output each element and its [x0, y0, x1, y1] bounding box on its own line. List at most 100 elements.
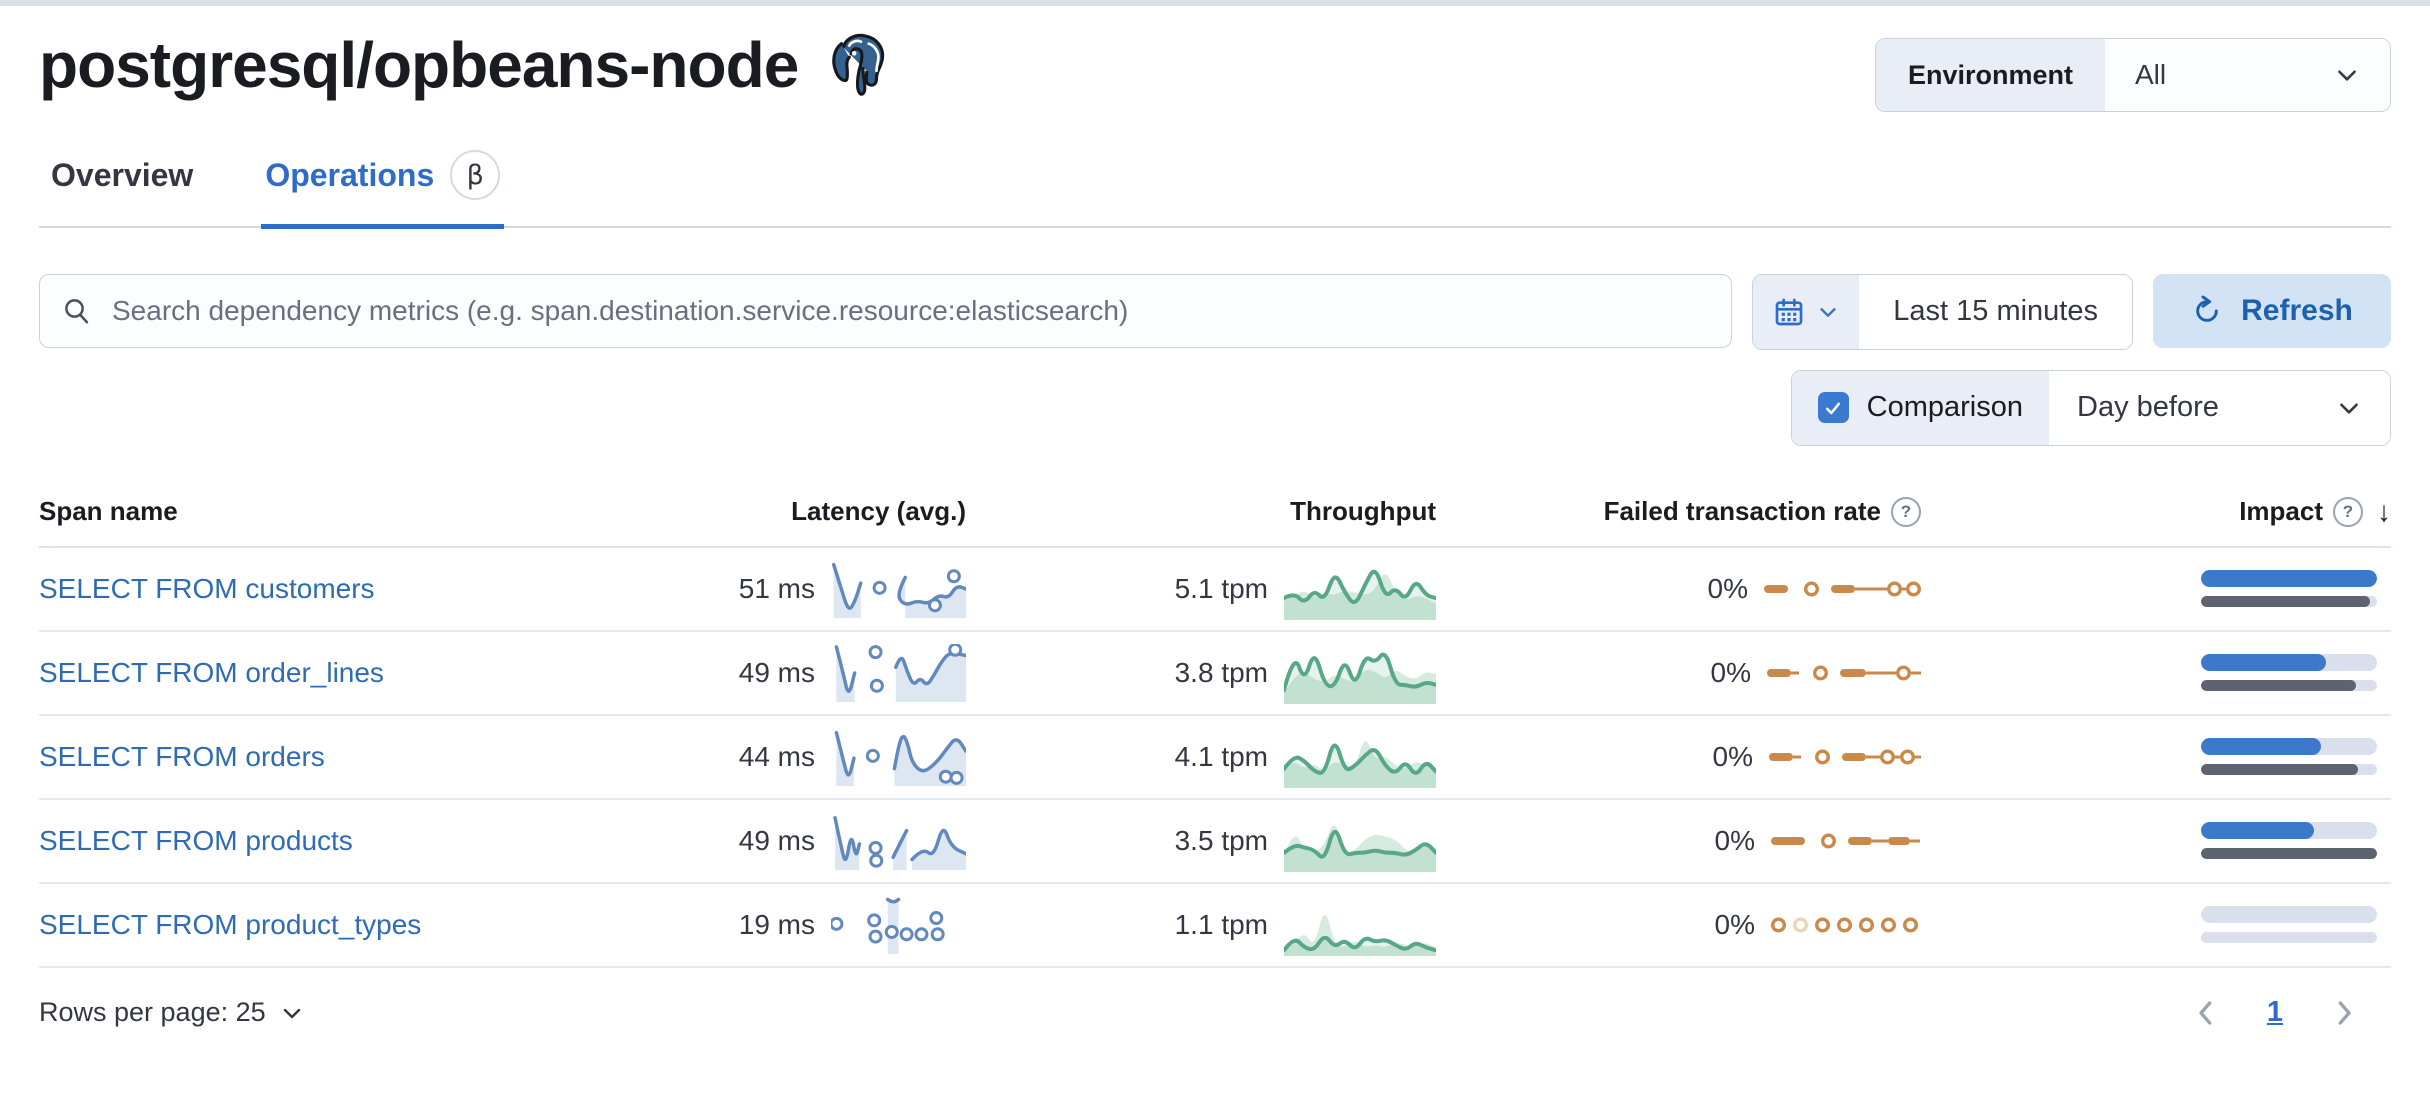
check-icon [1826, 402, 1841, 414]
environment-selected-value: All [2135, 59, 2167, 90]
tab-overview[interactable]: Overview [47, 138, 197, 229]
search-box [39, 273, 1733, 348]
previous-page-button[interactable] [2187, 994, 2225, 1032]
refresh-icon [2196, 295, 2218, 322]
failed-rate-sparkline [1771, 832, 1920, 849]
throughput-sparkline [1284, 740, 1436, 788]
sort-desc-icon: ↓ [2377, 495, 2391, 527]
impact-previous-bar [2201, 680, 2356, 691]
chevron-down-icon [283, 1008, 300, 1018]
operations-table-header: Span name Latency (avg.) Throughput Fail… [39, 496, 2391, 548]
table-row: SELECT FROM product_types 19 ms 1.1 tpm … [39, 884, 2391, 968]
comparison-toggle: Comparison [1791, 370, 2049, 445]
column-span-name: Span name [39, 496, 178, 526]
span-name-link[interactable]: SELECT FROM customers [39, 572, 375, 604]
impact-previous-track [2201, 848, 2377, 859]
impact-bars [2201, 570, 2377, 607]
throughput-value: 3.5 tpm [1174, 824, 1268, 856]
operations-table-body: SELECT FROM customers 51 ms 5.1 tpm 0% [39, 548, 2391, 968]
chevron-right-icon [2338, 1000, 2351, 1025]
comparison-selected-value: Day before [2077, 391, 2219, 423]
throughput-value: 4.1 tpm [1174, 740, 1268, 772]
time-range-value: Last 15 minutes [1893, 295, 2098, 327]
failed-rate-cell: 0% [1436, 716, 1921, 798]
span-name-cell: SELECT FROM product_types [39, 884, 546, 966]
comparison-label: Comparison [1866, 391, 2023, 423]
tab-operations[interactable]: Operations β [261, 138, 505, 229]
latency-cell: 44 ms [546, 716, 966, 798]
search-input[interactable] [110, 293, 1710, 328]
throughput-sparkline [1284, 652, 1436, 704]
span-name-link[interactable]: SELECT FROM order_lines [39, 656, 384, 688]
comparison-control: Comparison Day before [1790, 369, 2391, 446]
throughput-cell: 3.5 tpm [966, 800, 1436, 882]
failed-rate-value: 0% [1714, 824, 1755, 856]
failed-rate-cell: 0% [1436, 548, 1921, 630]
span-name-link[interactable]: SELECT FROM product_types [39, 908, 422, 940]
refresh-label: Refresh [2241, 293, 2353, 327]
dependency-detail-page: postgresql/opbeans-node Environment All … [0, 30, 2430, 1032]
page-title: postgresql/opbeans-node [39, 29, 799, 101]
failed-rate-value: 0% [1714, 908, 1755, 940]
column-throughput-label: Throughput [1290, 496, 1436, 526]
environment-select[interactable]: All [2105, 39, 2390, 111]
environment-filter: Environment All [1874, 38, 2391, 112]
failed-rate-sparkline [1769, 748, 1921, 765]
table-footer: Rows per page: 25 1 [39, 994, 2391, 1032]
comparison-checkbox[interactable] [1817, 392, 1849, 423]
latency-sparkline [833, 815, 966, 870]
search-icon [65, 298, 89, 323]
span-name-cell: SELECT FROM order_lines [39, 632, 546, 714]
column-latency-label: Latency (avg.) [791, 496, 966, 526]
calendar-icon [1775, 298, 1803, 325]
failed-rate-cell: 0% [1436, 632, 1921, 714]
beta-badge: β [450, 150, 501, 200]
impact-previous-bar [2201, 596, 2370, 607]
time-range-button[interactable]: Last 15 minutes [1859, 274, 2132, 349]
span-name-cell: SELECT FROM products [39, 800, 546, 882]
failed-rate-cell: 0% [1436, 800, 1921, 882]
impact-bars [2201, 738, 2377, 775]
latency-cell: 49 ms [546, 632, 966, 714]
impact-help-icon[interactable]: ? [2333, 496, 2363, 527]
failed-rate-sparkline [1764, 580, 1921, 597]
impact-current-track [2201, 570, 2377, 587]
impact-current-bar [2201, 654, 2326, 671]
pagination: 1 [2187, 994, 2363, 1032]
throughput-sparkline [1284, 914, 1436, 956]
throughput-value: 3.8 tpm [1174, 656, 1268, 688]
chevron-down-icon [2338, 70, 2356, 81]
impact-previous-track [2201, 932, 2377, 943]
next-page-button[interactable] [2325, 994, 2363, 1032]
failed-rate-value: 0% [1707, 572, 1748, 604]
latency-sparkline [831, 562, 966, 618]
latency-sparkline [831, 897, 945, 954]
impact-current-track [2201, 738, 2377, 755]
failed-rate-cell: 0% [1436, 884, 1921, 966]
refresh-button[interactable]: Refresh [2153, 273, 2391, 348]
failed-rate-help-icon[interactable]: ? [1891, 496, 1921, 527]
impact-cell [1921, 884, 2391, 966]
failed-rate-sparkline [1771, 916, 1918, 933]
date-picker-quick-menu[interactable] [1753, 274, 1860, 349]
impact-current-bar [2201, 570, 2377, 587]
latency-value: 49 ms [738, 656, 815, 688]
tab-bar: Overview Operations β [39, 138, 2391, 229]
span-name-link[interactable]: SELECT FROM products [39, 824, 353, 856]
impact-current-track [2201, 906, 2377, 923]
span-name-link[interactable]: SELECT FROM orders [39, 740, 325, 772]
tab-overview-label: Overview [51, 156, 194, 193]
column-impact[interactable]: Impact ? ↓ [1921, 496, 2391, 546]
chevron-down-icon [1820, 307, 1836, 317]
page-number-1[interactable]: 1 [2261, 995, 2289, 1030]
toolbar: Last 15 minutes Refresh [39, 273, 2391, 350]
throughput-cell: 1.1 tpm [966, 884, 1436, 966]
rows-per-page-button[interactable]: Rows per page: 25 [39, 997, 304, 1028]
span-name-cell: SELECT FROM orders [39, 716, 546, 798]
title-wrap: postgresql/opbeans-node [39, 30, 892, 100]
latency-cell: 19 ms [546, 884, 966, 966]
impact-previous-track [2201, 680, 2377, 691]
comparison-select[interactable]: Day before [2049, 370, 2390, 445]
throughput-value: 5.1 tpm [1174, 572, 1268, 604]
impact-previous-track [2201, 596, 2377, 607]
